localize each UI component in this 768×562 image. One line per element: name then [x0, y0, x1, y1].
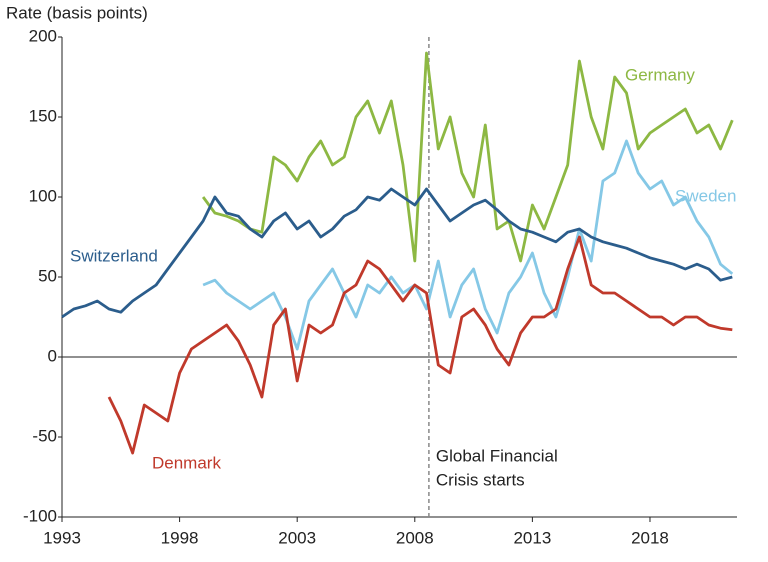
- y-tick-label: 100: [29, 186, 57, 205]
- y-tick-label: 0: [48, 346, 57, 365]
- series-label: Sweden: [675, 186, 736, 205]
- y-tick-label: -50: [32, 426, 57, 445]
- x-tick-label: 2013: [513, 528, 551, 547]
- series-line: [201, 51, 734, 263]
- annotation: Crisis starts: [436, 470, 525, 489]
- y-axis-title: Rate (basis points): [6, 3, 148, 22]
- series-label: Denmark: [152, 453, 221, 472]
- annotation: Global Financial: [436, 446, 558, 465]
- x-tick-label: 2008: [396, 528, 434, 547]
- series-label: Switzerland: [70, 246, 158, 265]
- y-tick-label: -100: [23, 506, 57, 525]
- x-tick-label: 1998: [161, 528, 199, 547]
- series-line: [107, 235, 733, 455]
- y-tick-label: 50: [38, 266, 57, 285]
- series-line: [202, 139, 734, 351]
- series-line: [61, 187, 733, 319]
- x-tick-label: 2003: [278, 528, 316, 547]
- y-tick-label: 150: [29, 106, 57, 125]
- series-label: Germany: [625, 65, 695, 84]
- y-tick-label: 200: [29, 26, 57, 45]
- x-tick-label: 2018: [631, 528, 669, 547]
- x-tick-label: 1993: [43, 528, 81, 547]
